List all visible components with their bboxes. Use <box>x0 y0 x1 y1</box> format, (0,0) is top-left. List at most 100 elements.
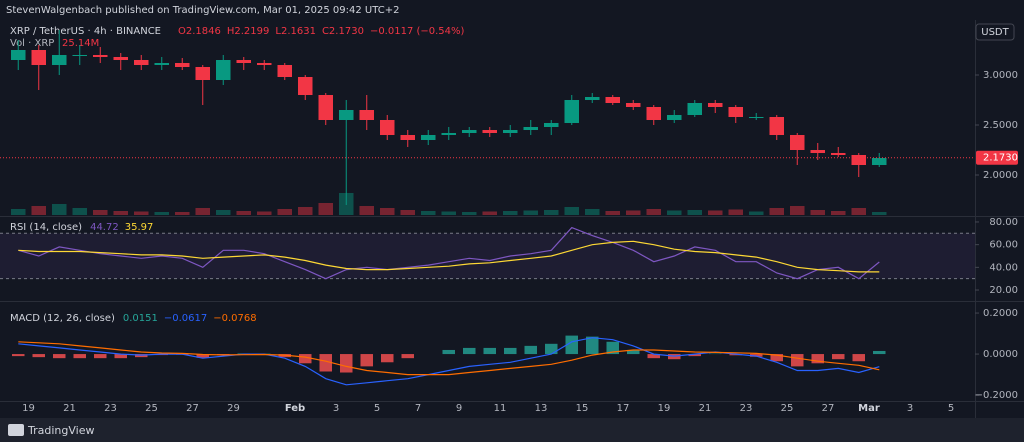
volume-bar <box>482 211 497 215</box>
x-tick-label: 29 <box>227 403 240 414</box>
candle-body <box>708 103 723 107</box>
candle-body <box>421 135 436 140</box>
candle-body <box>339 110 354 120</box>
histogram-bar <box>463 347 476 355</box>
volume-bar <box>113 211 128 215</box>
histogram-bar <box>53 354 66 359</box>
x-tick-label: 27 <box>186 403 199 414</box>
macd-legend: MACD (12, 26, close) <box>10 313 115 324</box>
candle-body <box>605 97 620 103</box>
volume-bar <box>318 203 333 215</box>
candle-body <box>113 57 128 60</box>
candle-body <box>646 107 661 120</box>
currency-button[interactable] <box>975 23 1015 41</box>
y-tick-label: 0.0000 <box>983 349 1018 360</box>
x-tick-label: 3 <box>333 403 339 414</box>
volume-bar <box>93 210 108 215</box>
volume-bar <box>626 210 641 215</box>
candle-body <box>769 117 784 135</box>
legend-value: 35.97 <box>125 222 154 233</box>
volume-bar <box>749 211 764 215</box>
candle-body <box>195 67 210 80</box>
x-tick-label: Feb <box>285 403 305 414</box>
volume-bar <box>503 211 518 215</box>
histogram-bar <box>811 354 824 364</box>
histogram-bar <box>832 354 845 360</box>
volume-bar <box>646 209 661 215</box>
histogram-bar <box>483 347 496 355</box>
last-price-box <box>976 150 1018 165</box>
histogram-bar <box>770 354 783 362</box>
candle-body <box>728 107 743 117</box>
volume-legend: Vol · XRP <box>10 38 54 49</box>
candle-body <box>93 55 108 57</box>
histogram-bar <box>73 354 86 359</box>
candle-body <box>810 150 825 153</box>
candle-body <box>749 117 764 118</box>
candle-body <box>872 158 887 165</box>
candle-body <box>380 120 395 135</box>
histogram-bar <box>340 354 353 373</box>
legend-value: 0.0151 <box>123 313 158 324</box>
x-tick-label: 25 <box>781 403 794 414</box>
volume-bar <box>175 212 190 215</box>
volume-bar <box>11 209 26 215</box>
histogram-bar <box>606 341 619 355</box>
volume-bar <box>851 208 866 215</box>
histogram-bar <box>791 354 804 367</box>
candle-body <box>667 115 682 120</box>
volume-bar <box>523 210 538 215</box>
volume-bar <box>667 210 682 215</box>
candle-body <box>154 63 169 65</box>
ohlc-value: C2.1730 <box>322 26 364 37</box>
volume-bar <box>544 210 559 215</box>
candle-body <box>318 95 333 120</box>
x-tick-label: 19 <box>658 403 671 414</box>
volume-bar <box>154 212 169 215</box>
y-tick-label: 80.00 <box>989 217 1018 228</box>
volume-bar <box>31 206 46 215</box>
candle-body <box>441 133 456 135</box>
series-line <box>18 341 880 376</box>
histogram-bar <box>401 354 414 359</box>
volume-bar <box>605 211 620 215</box>
ohlc-legend: O2.1846 H2.2199 L2.1631 C2.1730 −0.0117 (−0.… <box>178 26 465 37</box>
volume-bar <box>257 211 272 215</box>
volume-bar <box>872 212 887 215</box>
volume-bar <box>790 206 805 215</box>
x-tick-label: 15 <box>576 403 589 414</box>
currency-label[interactable]: USDT <box>981 27 1009 38</box>
volume-bar <box>298 207 313 215</box>
histogram-bar <box>319 354 332 372</box>
candle-body <box>257 63 272 65</box>
histogram-bar <box>299 354 312 364</box>
candle-body <box>72 55 87 56</box>
histogram-bar <box>688 354 701 357</box>
histogram-bar <box>442 349 455 355</box>
volume-bar <box>708 210 723 215</box>
candle-body <box>544 123 559 127</box>
series-line <box>18 226 880 280</box>
volume-bar <box>728 209 743 215</box>
candle-body <box>585 97 600 100</box>
ohlc-value: L2.1631 <box>275 26 316 37</box>
rsi-band <box>0 233 975 279</box>
series-line <box>18 337 880 386</box>
candle-body <box>52 55 67 65</box>
legend-value: −0.0617 <box>164 313 207 324</box>
x-tick-label: 17 <box>617 403 630 414</box>
x-tick-label: 5 <box>374 403 380 414</box>
volume-bar <box>441 211 456 215</box>
x-tick-label: 25 <box>145 403 158 414</box>
y-tick-label: 0.2000 <box>983 308 1018 319</box>
footer-bar <box>0 418 1024 442</box>
brand-logo <box>8 424 24 436</box>
x-tick-label: 23 <box>104 403 117 414</box>
histogram-bar <box>852 354 865 362</box>
candle-body <box>831 153 846 155</box>
candle-body <box>298 77 313 95</box>
histogram-bar <box>196 354 209 358</box>
x-tick-label: 19 <box>22 403 35 414</box>
